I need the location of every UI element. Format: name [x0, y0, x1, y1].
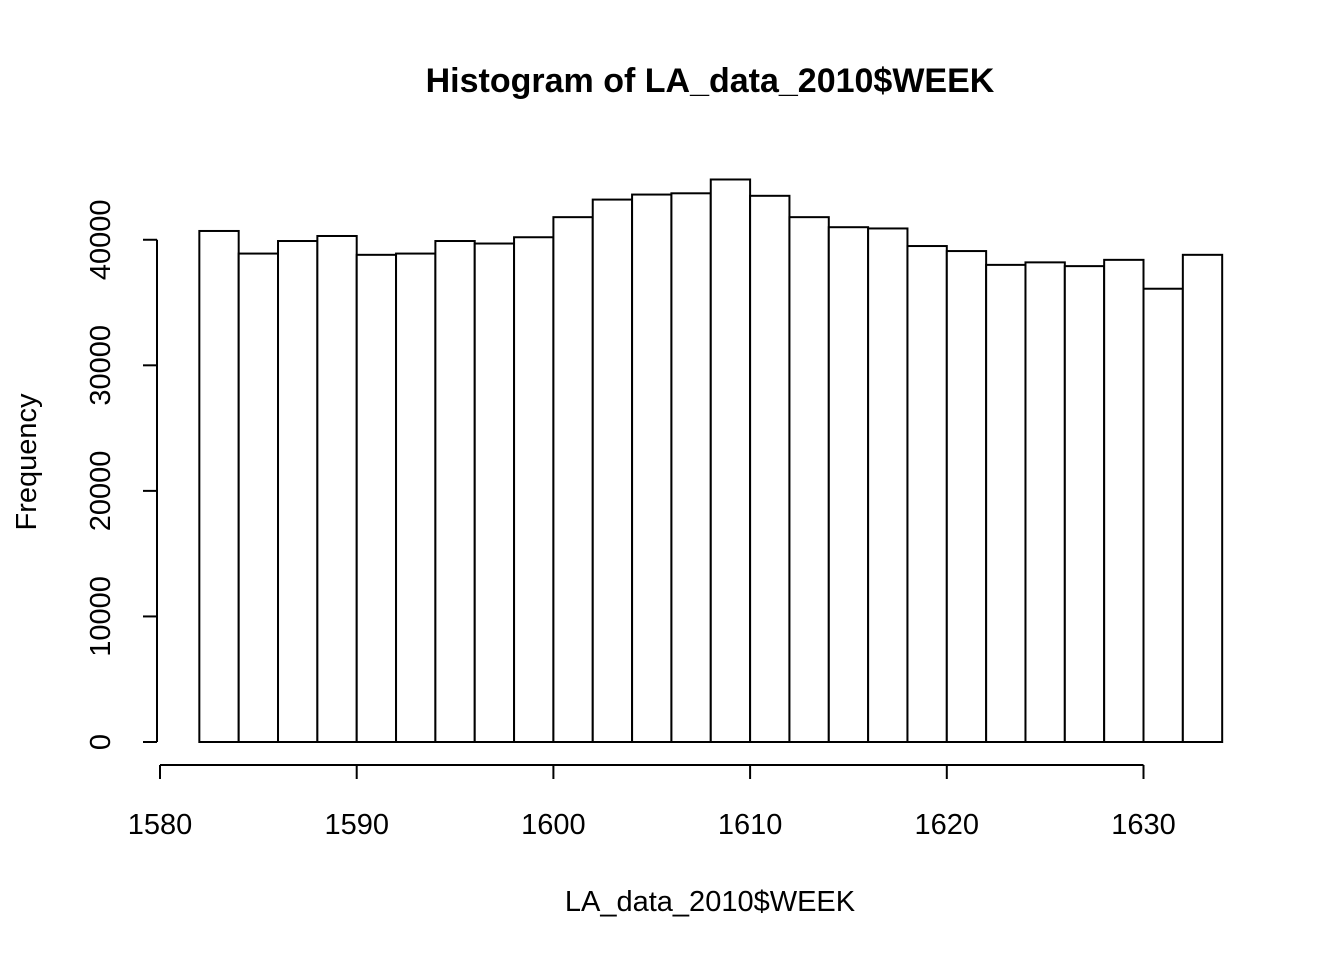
y-tick-label: 0 — [85, 734, 117, 750]
histogram-bar — [906, 245, 948, 743]
x-tick-label: 1600 — [521, 809, 586, 841]
histogram-bar — [237, 252, 280, 743]
x-tick-label: 1630 — [1111, 809, 1176, 841]
histogram-bar — [709, 178, 752, 743]
histogram-bar — [1103, 258, 1145, 743]
histogram-bar — [434, 240, 476, 743]
histogram-bar — [552, 216, 594, 744]
histogram-bar — [198, 229, 240, 743]
histogram-bar — [631, 193, 673, 743]
x-axis-label: LA_data_2010$WEEK — [565, 886, 856, 918]
histogram-bar — [945, 250, 988, 743]
x-axis: 1580 1590 1600 1610 1620 1630 — [128, 764, 1176, 841]
histogram-bar — [513, 236, 555, 743]
histogram-bar — [1024, 261, 1066, 743]
histogram-bar — [1142, 287, 1184, 743]
y-tick-label: 40000 — [85, 199, 117, 280]
chart-title: Histogram of LA_data_2010$WEEK — [426, 62, 995, 100]
histogram-bar — [867, 227, 909, 743]
histogram-bar — [591, 198, 634, 743]
x-tick-label: 1590 — [324, 809, 389, 841]
y-axis: 0 10000 20000 30000 40000 — [85, 199, 158, 750]
y-tick-label: 10000 — [85, 576, 117, 657]
histogram-bar — [985, 263, 1027, 743]
histogram-bar — [395, 252, 437, 743]
histogram-bar — [1063, 265, 1106, 743]
histogram-bar — [827, 226, 870, 744]
histogram-bar — [788, 216, 830, 744]
y-tick-label: 20000 — [85, 451, 117, 532]
histogram-bar — [1181, 253, 1224, 743]
x-tick-label: 1580 — [128, 809, 193, 841]
y-axis-label: Frequency — [11, 393, 43, 531]
bars-group — [198, 178, 1224, 744]
histogram-bar — [355, 253, 398, 743]
histogram-bar — [316, 234, 358, 743]
y-tick-label: 30000 — [85, 325, 117, 406]
histogram-bar — [277, 240, 319, 743]
x-tick-label: 1610 — [718, 809, 783, 841]
x-tick-label: 1620 — [915, 809, 980, 841]
histogram-bar — [749, 194, 791, 743]
histogram-bar — [473, 242, 516, 743]
histogram-bar — [670, 192, 712, 743]
